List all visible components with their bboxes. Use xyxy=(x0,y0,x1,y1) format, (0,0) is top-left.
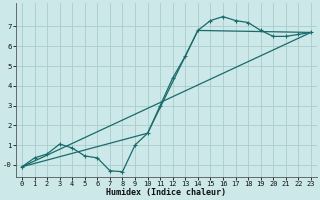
X-axis label: Humidex (Indice chaleur): Humidex (Indice chaleur) xyxy=(107,188,227,197)
